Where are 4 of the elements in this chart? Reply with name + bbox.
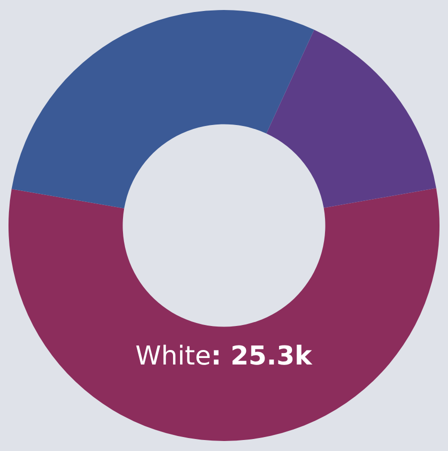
data-label: : 25.3k <box>211 342 313 372</box>
donut-slice <box>8 188 440 441</box>
donut-slice <box>266 30 436 208</box>
donut-slice <box>12 10 314 208</box>
